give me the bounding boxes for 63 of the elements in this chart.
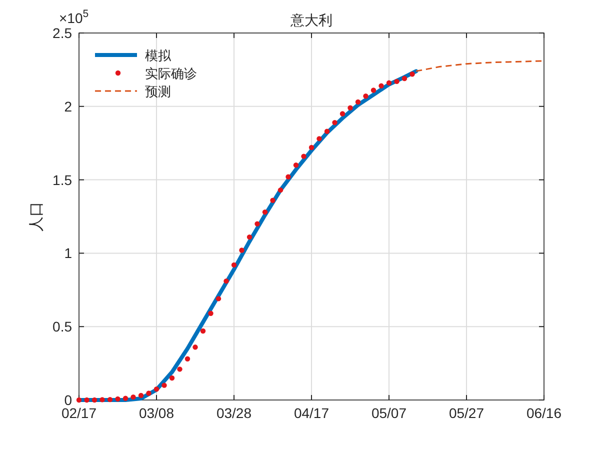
point <box>208 310 214 316</box>
point <box>192 344 198 350</box>
point <box>239 248 244 253</box>
point <box>286 174 291 180</box>
point <box>146 390 152 396</box>
x-tick-label: 05/27 <box>448 405 484 421</box>
chart-title: 意大利 <box>290 12 332 28</box>
point <box>107 396 113 402</box>
point <box>200 328 206 334</box>
legend-label: 预测 <box>145 84 171 99</box>
point <box>100 397 105 402</box>
y-tick-label: 0.5 <box>52 318 72 335</box>
y-tick-label: 1.5 <box>52 172 72 188</box>
point <box>122 396 128 401</box>
legend-label: 模拟 <box>145 48 172 63</box>
point <box>76 397 82 403</box>
point <box>169 375 175 381</box>
point <box>254 221 260 226</box>
x-tick-label: 04/17 <box>294 405 330 421</box>
point <box>363 94 368 99</box>
point <box>84 397 90 403</box>
x-tick-label: 03/08 <box>138 405 174 421</box>
text: ×10$^{5}$ <box>59 8 89 26</box>
point <box>301 154 306 159</box>
y-tick-label: 2 <box>64 98 72 114</box>
y-tick-label: 2.5 <box>52 25 72 41</box>
point <box>370 88 376 93</box>
point <box>138 392 144 398</box>
point <box>410 72 415 77</box>
point <box>316 136 322 142</box>
point <box>378 83 384 88</box>
point <box>324 128 330 134</box>
x-tick-label: 05/07 <box>371 405 407 421</box>
x-tick-label: 06/16 <box>526 405 562 421</box>
point <box>293 162 299 168</box>
y-tick-label: 1 <box>64 245 72 262</box>
point <box>278 187 284 193</box>
legend-label: 实际确诊 <box>145 66 197 81</box>
point <box>355 99 361 105</box>
point <box>340 111 346 116</box>
point <box>386 80 392 86</box>
y-axis-title: 人口 <box>28 202 45 232</box>
point <box>162 382 167 388</box>
y-tick-label: 0 <box>64 392 72 408</box>
point <box>216 296 222 302</box>
x-tick-label: 02/17 <box>61 405 97 421</box>
point <box>130 394 136 400</box>
point <box>348 105 353 110</box>
point <box>402 76 408 82</box>
point <box>154 386 160 392</box>
point <box>177 366 182 372</box>
point <box>308 144 314 150</box>
point <box>246 234 252 240</box>
point <box>184 356 190 362</box>
point <box>231 262 237 268</box>
point <box>262 209 268 215</box>
point <box>224 278 229 284</box>
x-tick-label: 03/28 <box>216 405 252 421</box>
point <box>115 396 120 402</box>
point <box>332 120 338 126</box>
point <box>92 397 98 403</box>
point <box>270 198 276 203</box>
point <box>394 78 400 84</box>
